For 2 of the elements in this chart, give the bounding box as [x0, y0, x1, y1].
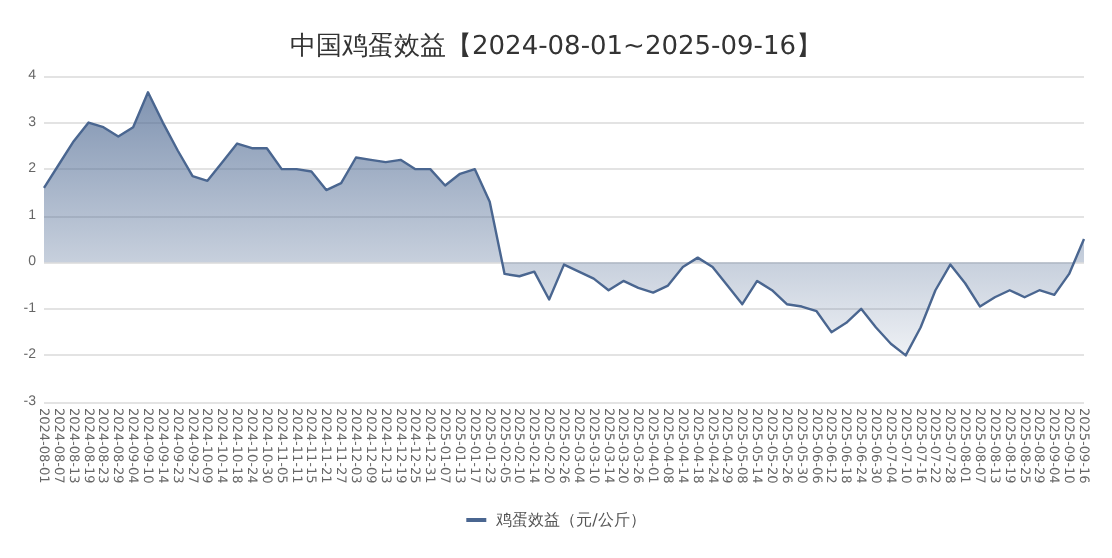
legend-label: 鸡蛋效益（元/公斤） — [494, 511, 646, 529]
chart-title: 中国鸡蛋效益【2024-08-01~2025-09-16】 — [290, 32, 822, 62]
